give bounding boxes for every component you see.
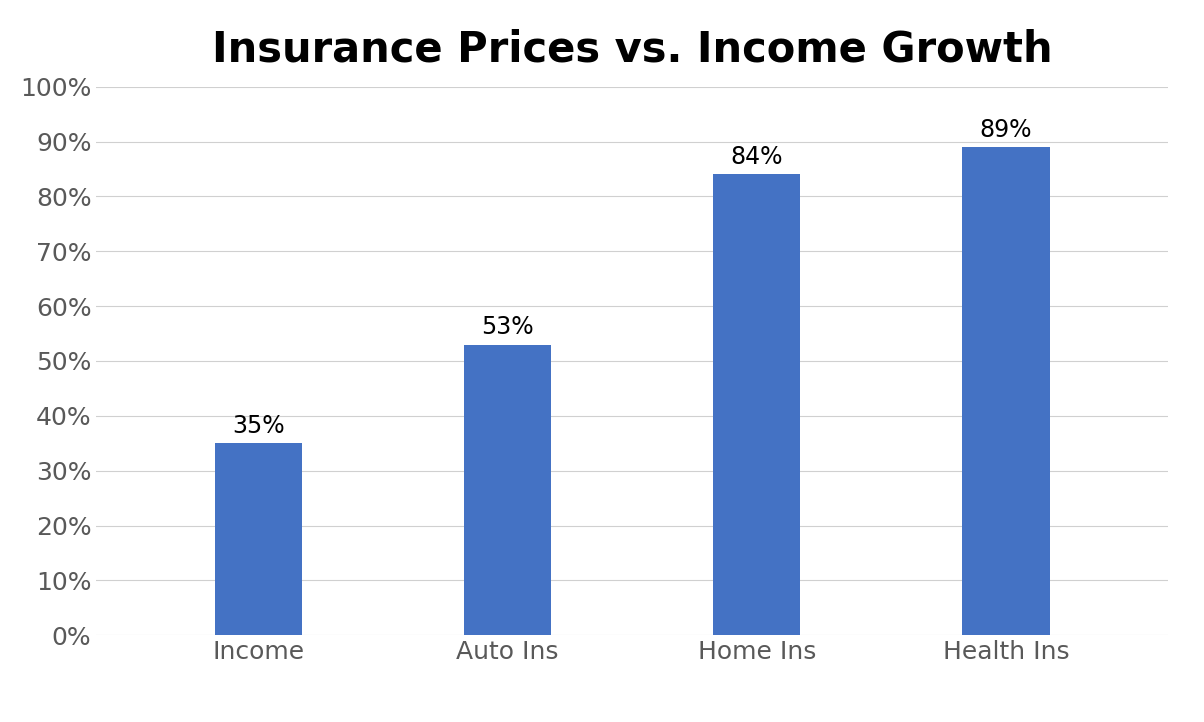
Bar bbox=[962, 147, 1050, 635]
Bar bbox=[214, 443, 302, 635]
Text: 84%: 84% bbox=[731, 145, 783, 169]
Text: 53%: 53% bbox=[482, 315, 533, 339]
Bar bbox=[464, 344, 551, 635]
Text: 89%: 89% bbox=[980, 118, 1032, 142]
Bar bbox=[713, 175, 801, 635]
Text: 35%: 35% bbox=[232, 414, 284, 438]
Title: Insurance Prices vs. Income Growth: Insurance Prices vs. Income Growth bbox=[212, 29, 1052, 71]
